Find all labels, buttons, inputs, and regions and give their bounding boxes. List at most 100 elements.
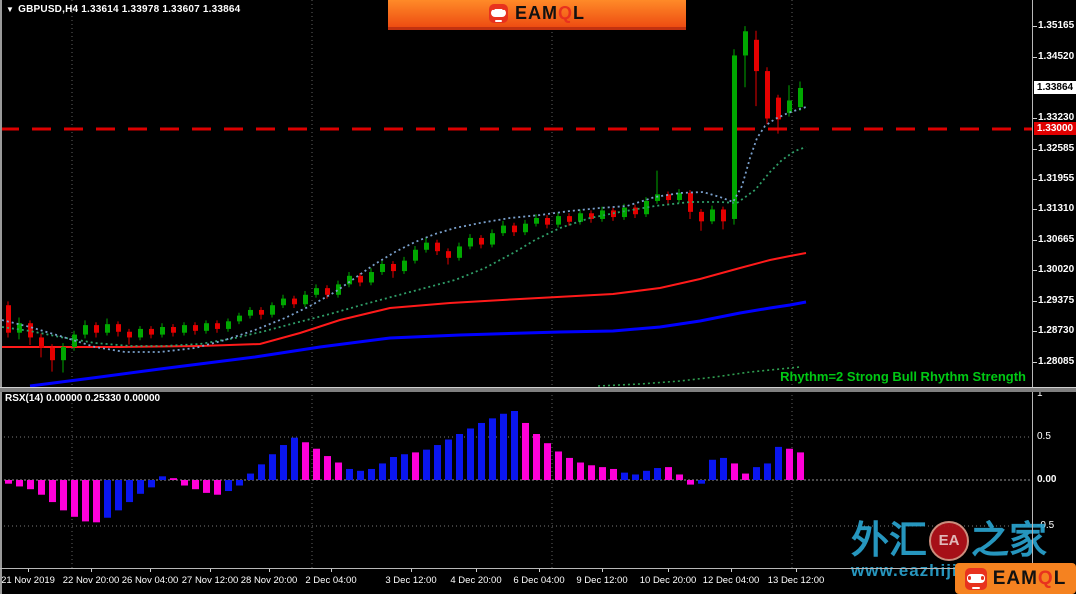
rsx-histogram-bar — [126, 480, 133, 503]
candle-down — [754, 30, 759, 107]
candle-up — [677, 189, 682, 203]
candle-down — [512, 222, 517, 237]
candle-up — [743, 26, 748, 88]
price-tick-label: 1.32585 — [1038, 143, 1075, 154]
panel-divider[interactable] — [0, 387, 1076, 392]
price-tick-mark — [1032, 26, 1037, 27]
price-tick-mark — [1032, 240, 1037, 241]
rsx-histogram-bar — [720, 457, 727, 480]
candle-up — [523, 219, 528, 236]
candle-up — [600, 206, 605, 222]
rsx-histogram-bar — [16, 480, 23, 487]
price-tick-mark — [1032, 118, 1037, 119]
rsx-histogram-bar — [566, 457, 573, 480]
rsx-histogram-bar — [401, 454, 408, 480]
rsx-histogram-bar — [104, 480, 111, 518]
rsx-histogram-bar — [654, 468, 661, 480]
time-tick-mark — [602, 568, 603, 572]
time-tick-label: 10 Dec 20:00 — [639, 575, 697, 586]
candle-up — [501, 220, 506, 237]
price-tick-mark — [1032, 331, 1037, 332]
candle-down — [325, 285, 330, 299]
time-tick-label: 4 Dec 20:00 — [450, 575, 502, 586]
rsx-histogram-bar — [511, 411, 518, 480]
price-tick-label: 1.31310 — [1038, 203, 1075, 214]
rsx-histogram-bar — [390, 457, 397, 480]
rsx-indicator-canvas[interactable] — [0, 391, 1032, 568]
rsx-histogram-bar — [522, 422, 529, 480]
rsx-histogram-bar — [643, 470, 650, 480]
candle-up — [710, 205, 715, 225]
window-left-border — [0, 0, 2, 594]
candle-down — [699, 209, 704, 231]
rsx-histogram-bar — [687, 480, 694, 485]
candle-up — [138, 326, 143, 341]
robot-logo-icon — [964, 567, 987, 590]
eamql-banner: EAMQL — [388, 0, 686, 30]
rhythm-signal-label: Rhythm=2 Strong Bull Rhythm Strength — [780, 369, 1026, 384]
rsx-histogram-bar — [764, 463, 771, 480]
time-tick-mark — [668, 568, 669, 572]
time-tick-mark — [731, 568, 732, 572]
price-tick-label: 1.29375 — [1038, 295, 1075, 306]
rsx-histogram-bar — [192, 480, 199, 490]
candle-down — [39, 333, 44, 358]
time-tick-label: 2 Dec 04:00 — [305, 575, 357, 586]
candle-down — [545, 215, 550, 229]
rsx-histogram-bar — [357, 470, 364, 480]
rsx-histogram-bar — [313, 448, 320, 480]
main-chart-canvas[interactable] — [0, 0, 1032, 387]
ohlc-values: 1.33614 1.33978 1.33607 1.33864 — [81, 4, 241, 15]
rsx-histogram-bar — [533, 434, 540, 480]
rsx-histogram-bar — [731, 463, 738, 480]
time-tick-mark — [269, 568, 270, 572]
price-tick-mark — [1032, 209, 1037, 210]
candle-up — [413, 245, 418, 264]
candle-down — [435, 239, 440, 255]
rsx-histogram-bar — [225, 480, 232, 492]
rsx-histogram-bar — [170, 478, 177, 480]
candle-up — [556, 212, 561, 228]
time-tick-label: 3 Dec 12:00 — [385, 575, 437, 586]
candle-up — [787, 85, 792, 117]
symbol-dropdown-icon[interactable]: ▼ — [6, 5, 15, 14]
price-tick-label: 1.31955 — [1038, 173, 1075, 184]
price-tick-label: 1.35165 — [1038, 20, 1075, 31]
time-tick-label: 13 Dec 12:00 — [767, 575, 825, 586]
candle-up — [160, 323, 165, 338]
candle-up — [248, 307, 253, 319]
dotted-blue-ma-line — [1, 106, 807, 353]
rsx-histogram-bar — [335, 462, 342, 480]
time-tick-label: 22 Nov 20:00 — [62, 575, 120, 586]
brand-text: EAMQL — [514, 3, 585, 23]
rsx-histogram-bar — [676, 474, 683, 480]
candle-up — [732, 49, 737, 225]
time-tick-label: 6 Dec 04:00 — [513, 575, 565, 586]
price-tick-label: 1.34520 — [1038, 51, 1075, 62]
rsx-histogram-bar — [368, 468, 375, 480]
time-axis-separator — [0, 568, 1076, 569]
rsx-histogram-bar — [82, 480, 89, 522]
rsx-histogram-bar — [599, 467, 606, 480]
candle-down — [666, 191, 671, 204]
trend-dotted-line — [597, 366, 801, 387]
price-tick-label: 1.30665 — [1038, 234, 1075, 245]
candle-down — [28, 320, 33, 346]
time-tick-mark — [150, 568, 151, 572]
candle-down — [171, 324, 176, 337]
price-tick-mark — [1032, 149, 1037, 150]
price-tick-label: 1.28085 — [1038, 356, 1075, 367]
candle-down — [776, 94, 781, 134]
candle-down — [358, 272, 363, 287]
fast-ma-line — [0, 252, 807, 348]
rsx-histogram-bar — [258, 464, 265, 480]
time-tick-label: 27 Nov 12:00 — [181, 575, 239, 586]
rsx-tick-label: -0.5 — [1037, 520, 1055, 531]
candle-up — [655, 170, 660, 204]
rsx-histogram-bar — [280, 445, 287, 480]
rsx-histogram-bar — [137, 480, 144, 494]
candle-up — [270, 302, 275, 318]
time-tick-mark — [476, 568, 477, 572]
candle-down — [259, 307, 264, 320]
